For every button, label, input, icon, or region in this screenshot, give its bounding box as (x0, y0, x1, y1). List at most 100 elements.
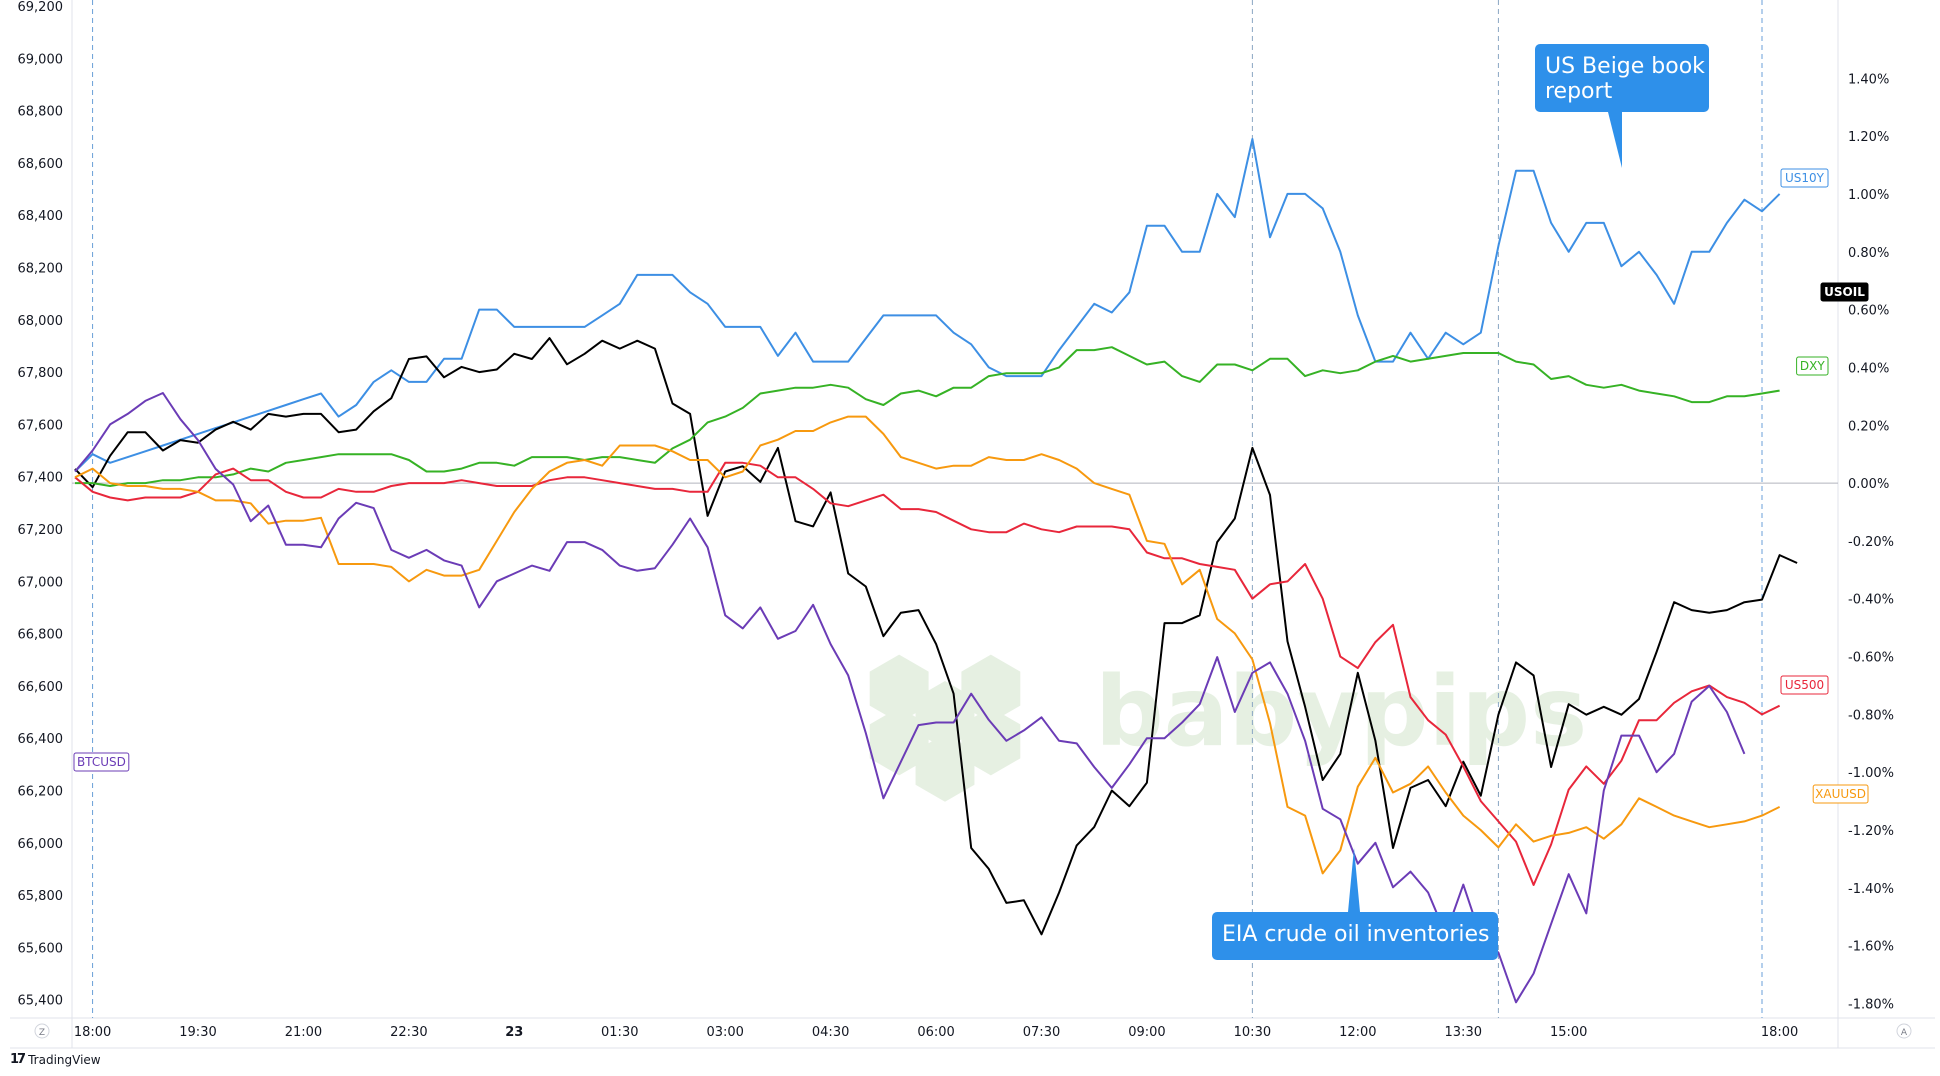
left-axis-tick-label: 68,600 (18, 157, 64, 172)
series-line-btcusd (74, 392, 1746, 1004)
left-axis-tick-label: 69,000 (18, 52, 64, 67)
tradingview-logo-icon: 17 (10, 1052, 26, 1067)
watermark-hex-5 (869, 707, 929, 776)
annotation-callout: EIA crude oil inventories (1212, 848, 1498, 960)
time-axis[interactable]: 18:00 19:30 21:00 22:30 23 01:30 03:00 04:30 06:… (74, 1025, 1798, 1040)
series-label-dxy: DXY (1796, 356, 1829, 376)
right-axis-tick-label: -0.20% (1848, 535, 1894, 550)
annotation-text: US Beige book (1545, 54, 1705, 79)
time-axis-tick-label: 01:30 (601, 1025, 638, 1040)
right-axis-tick-label: -1.00% (1848, 766, 1894, 781)
left-axis-tick-label: 68,800 (18, 105, 64, 120)
brand-name: TradingView (28, 1052, 101, 1067)
series-line-dxy (75, 346, 1780, 487)
series-lines (74, 138, 1798, 1004)
left-axis-tick-label: 69,200 (18, 0, 64, 15)
series-label-text: US10Y (1785, 171, 1825, 185)
series-line-usoil (74, 337, 1798, 936)
left-price-axis[interactable]: 65,400 65,600 65,800 66,000 66,200 66,400 66,6… (18, 0, 64, 1009)
time-axis-tick-label: 22:30 (390, 1025, 427, 1040)
annotation-pointer (1608, 112, 1622, 168)
left-axis-tick-label: 66,000 (18, 837, 64, 852)
right-axis-tick-label: 0.60% (1848, 304, 1889, 319)
time-axis-tick-label: 06:00 (917, 1025, 954, 1040)
time-axis-tick-label: 03:00 (706, 1025, 743, 1040)
time-axis-tick-label: 13:30 (1445, 1025, 1482, 1040)
left-axis-tick-label: 66,800 (18, 628, 64, 643)
time-axis-tick-label: 12:00 (1339, 1025, 1376, 1040)
series-label-box (1780, 675, 1829, 695)
series-label-box (1796, 356, 1829, 376)
right-axis-tick-label: 0.00% (1848, 477, 1889, 492)
left-axis-tick-label: 68,000 (18, 314, 64, 329)
series-label-us10y: US10Y (1780, 168, 1829, 188)
right-axis-tick-label: -1.20% (1848, 824, 1894, 839)
series-line-us10y (74, 138, 1781, 473)
time-axis-tick-label: 23 (505, 1025, 523, 1040)
series-label-btcusd: BTCUSD (73, 752, 130, 772)
series-line-xauusd (74, 415, 1781, 875)
annotation-box (1212, 912, 1498, 960)
watermark-hex-4 (961, 707, 1021, 776)
series-label-text: BTCUSD (77, 755, 126, 769)
left-axis-tick-label: 67,200 (18, 523, 64, 538)
time-axis-tick-label: 07:30 (1023, 1025, 1060, 1040)
right-axis-tick-label: -0.60% (1848, 651, 1894, 666)
left-axis-tick-label: 65,600 (18, 941, 64, 956)
right-axis-tick-label: -0.80% (1848, 708, 1894, 723)
left-axis-tick-label: 65,800 (18, 889, 64, 904)
right-axis-tick-label: 1.20% (1848, 130, 1889, 145)
time-axis-tick-label: 09:00 (1128, 1025, 1165, 1040)
left-axis-tick-label: 67,600 (18, 418, 64, 433)
left-axis-tick-label: 67,800 (18, 366, 64, 381)
left-axis-tick-label: 68,200 (18, 261, 64, 276)
right-percent-axis[interactable]: -1.80% -1.60% -1.40% -1.20% -1.00% -0.80% -0.6… (1848, 72, 1894, 1012)
series-label-box (1812, 784, 1869, 804)
left-axis-tick-label: 66,200 (18, 784, 64, 799)
right-axis-tick-label: 1.40% (1848, 72, 1889, 87)
right-axis-tick-label: 0.80% (1848, 246, 1889, 261)
series-label-box (1820, 282, 1869, 302)
left-axis-tick-label: 65,400 (18, 994, 64, 1009)
right-axis-tick-label: 0.40% (1848, 361, 1889, 376)
right-axis-tick-label: 0.20% (1848, 419, 1889, 434)
annotation-text: EIA crude oil inventories (1222, 922, 1489, 947)
series-label-us500: US500 (1780, 675, 1829, 695)
left-axis-tick-label: 67,400 (18, 471, 64, 486)
time-axis-tick-label: 10:30 (1234, 1025, 1271, 1040)
watermark: babypips (869, 654, 1587, 802)
annotation-box (1535, 44, 1709, 112)
series-label-usoil: USOIL (1820, 282, 1869, 302)
series-label-box (73, 752, 130, 772)
time-axis-tick-label: 18:00 (1761, 1025, 1798, 1040)
tradingview-branding[interactable]: 17 TradingView (10, 1052, 101, 1067)
right-axis-tick-label: -0.40% (1848, 593, 1894, 608)
time-axis-tick-label: 04:30 (812, 1025, 849, 1040)
series-label-xauusd: XAUUSD (1812, 784, 1869, 804)
right-axis-tick-label: -1.40% (1848, 882, 1894, 897)
series-label-text: USOIL (1824, 285, 1865, 299)
right-axis-tick-label: -1.60% (1848, 940, 1894, 955)
series-label-text: DXY (1800, 359, 1825, 373)
left-axis-tick-label: 66,600 (18, 680, 64, 695)
watermark-hex-1 (961, 654, 1021, 723)
right-axis-tick-label: 1.00% (1848, 188, 1889, 203)
annotation-pointer (1348, 848, 1360, 912)
time-axis-tick-label: 21:00 (285, 1025, 322, 1040)
series-label-box (1780, 168, 1829, 188)
left-axis-toggle[interactable] (34, 1023, 50, 1039)
left-axis-toggle-letter: Z (39, 1028, 45, 1038)
time-axis-tick-label: 18:00 (74, 1025, 111, 1040)
left-axis-tick-label: 67,000 (18, 575, 64, 590)
watermark-hex-2 (869, 654, 929, 723)
right-axis-toggle-letter: A (1901, 1028, 1908, 1038)
series-line-us500 (74, 461, 1781, 886)
left-axis-tick-label: 66,400 (18, 732, 64, 747)
right-axis-tick-label: -1.80% (1848, 998, 1894, 1013)
left-axis-tick-label: 68,400 (18, 209, 64, 224)
right-axis-toggle[interactable] (1896, 1023, 1912, 1039)
